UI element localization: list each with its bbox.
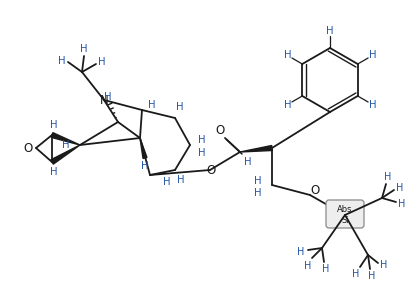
Text: H: H — [254, 176, 262, 186]
Text: H: H — [368, 271, 376, 281]
FancyBboxPatch shape — [326, 200, 364, 228]
Text: H: H — [284, 51, 291, 60]
Text: H: H — [384, 172, 392, 182]
Text: O: O — [206, 164, 216, 178]
Text: H: H — [58, 56, 66, 66]
Text: H: H — [254, 188, 262, 198]
Text: H: H — [198, 135, 206, 145]
Text: H: H — [176, 102, 184, 112]
Text: H: H — [177, 175, 185, 185]
Text: H: H — [50, 167, 58, 177]
Text: H: H — [244, 157, 252, 167]
Text: H: H — [50, 120, 58, 130]
Text: H: H — [322, 264, 330, 274]
Text: N: N — [99, 94, 108, 108]
Text: H: H — [62, 140, 70, 150]
Polygon shape — [51, 133, 80, 145]
Polygon shape — [140, 138, 147, 158]
Text: H: H — [148, 100, 156, 110]
Text: H: H — [352, 269, 359, 279]
Text: H: H — [369, 51, 376, 60]
Polygon shape — [240, 146, 272, 152]
Text: O: O — [215, 124, 224, 138]
Text: H: H — [284, 100, 291, 109]
Text: H: H — [104, 92, 112, 102]
Text: H: H — [304, 261, 312, 271]
Text: H: H — [98, 57, 106, 67]
Text: O: O — [311, 184, 320, 198]
Text: H: H — [369, 100, 376, 109]
Text: H: H — [398, 199, 406, 209]
Text: H: H — [198, 148, 206, 158]
Text: H: H — [326, 26, 334, 36]
Text: H: H — [380, 260, 387, 270]
Text: H: H — [141, 161, 149, 171]
Text: Abs
Si: Abs Si — [337, 205, 353, 225]
Text: H: H — [396, 183, 404, 193]
Text: H: H — [163, 177, 171, 187]
Text: H: H — [80, 44, 88, 54]
Text: O: O — [23, 141, 33, 155]
Text: H: H — [297, 247, 305, 257]
Polygon shape — [51, 145, 80, 164]
